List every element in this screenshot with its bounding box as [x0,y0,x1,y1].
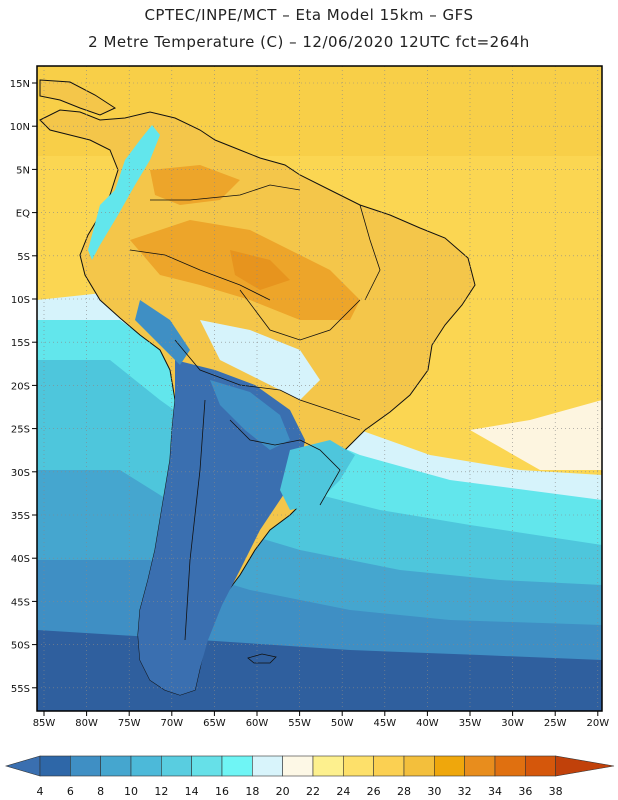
map-title: CPTEC/INPE/MCT – Eta Model 15km – GFS [144,6,474,24]
colorbar-label: 26 [367,785,381,798]
venezuela-warm-region [150,165,240,205]
colorbar-segment [100,755,132,777]
lon-label: 35W [459,718,482,729]
lon-label: 75W [118,718,141,729]
colorbar-segment [252,755,283,777]
lon-label: 85W [33,718,56,729]
lat-label: 15N [10,79,30,90]
colorbar-segment [39,755,71,777]
lon-label: 40W [416,718,439,729]
colorbar-segment [191,755,223,777]
andes-central-ridge [135,300,190,365]
map-frame [36,65,603,712]
lat-label: 30S [11,468,30,479]
andes-north-ridge [88,125,160,260]
colorbar-label: 22 [306,785,320,798]
colorbar-label: 18 [245,785,259,798]
lon-label: 70W [160,718,183,729]
falkland-islands [247,653,277,664]
central-america [39,79,117,116]
longitude-labels: 85W 80W 75W 70W 65W 60W 55W 50W 45W 40W 35W 30W 25W 2… [33,711,609,729]
colorbar-segment [70,755,101,777]
lat-label: 10S [11,295,30,306]
colorbar-label: 12 [154,785,168,798]
lat-label: 55S [11,684,30,695]
lon-label: 65W [203,718,226,729]
lat-label: EQ [16,209,30,220]
lon-label: 55W [288,718,311,729]
colorbar-segment [221,755,253,777]
colorbar-segment [525,755,556,777]
colorbar-segment [434,755,465,777]
colorbar-segment [312,755,344,777]
colorbar-label: 38 [549,785,563,798]
colorbar-segment [494,755,526,777]
temperature-field [37,66,602,711]
lon-label: 20W [586,718,609,729]
colorbar-high-arrow [555,755,615,777]
colorbar-label: 8 [97,785,104,798]
colorbar-segment [373,755,405,777]
lon-label: 45W [373,718,396,729]
lat-label: 10N [10,122,30,133]
colorbar-label: 36 [518,785,532,798]
colorbar-label: 30 [427,785,441,798]
central-hot-core [230,250,290,290]
country-borders [129,184,381,641]
lat-label: 25S [11,425,30,436]
colorbar-segment [161,755,192,777]
colorbar-label: 4 [37,785,44,798]
lat-label: 50S [11,641,30,652]
colorbar-label: 28 [397,785,411,798]
colorbar-label: 6 [67,785,74,798]
lat-label: 35S [11,511,30,522]
colorbar: 4 6 8 10 12 14 16 18 20 22 24 26 28 30 32 34 36 38 [4,755,615,798]
colorbar-label: 20 [276,785,290,798]
lon-label: 30W [501,718,524,729]
map-subtitle: 2 Metre Temperature (C) – 12/06/2020 12U… [88,33,530,51]
colorbar-label: 34 [488,785,502,798]
lat-label: 15S [11,338,30,349]
lon-label: 50W [331,718,354,729]
lat-label: 5N [16,165,30,176]
colorbar-label: 10 [124,785,138,798]
colorbar-low-arrow [4,755,41,777]
colorbar-label: 24 [336,785,350,798]
uruguay-cool-region [280,440,355,510]
lon-label: 60W [246,718,269,729]
latitude-labels: 15N 10N 5N EQ 5S 10S 15S 20S 25S 30S 35S 40S 45S 50S 5… [10,79,37,695]
lon-label: 80W [75,718,98,729]
lat-label: 40S [11,554,30,565]
colorbar-segment [403,755,435,777]
warm-anomaly-patch [470,400,602,470]
colorbar-label: 14 [185,785,199,798]
lat-label: 20S [11,381,30,392]
colorbar-segment [130,755,162,777]
lat-label: 45S [11,597,30,608]
bolivia-mild-region [200,320,320,400]
colorbar-label: 32 [458,785,472,798]
colorbar-label: 16 [215,785,229,798]
lon-label: 25W [544,718,567,729]
colorbar-segment [343,755,374,777]
chaco-cool-region [210,380,290,450]
colorbar-segment [464,755,496,777]
colorbar-segment [282,755,314,777]
lat-label: 5S [17,252,30,263]
